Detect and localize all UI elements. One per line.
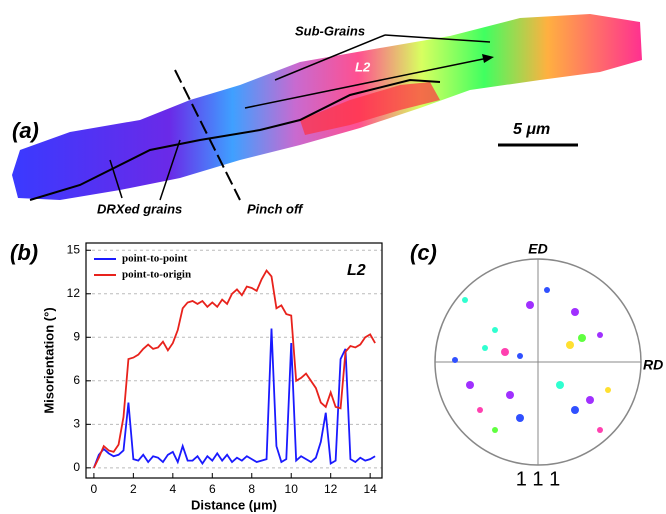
series-line xyxy=(93,268,376,469)
grain-boundary xyxy=(29,78,441,201)
drx-arrow xyxy=(109,159,123,199)
pole-points xyxy=(452,287,611,433)
pole-figure xyxy=(434,258,642,466)
sub-grain-arrow xyxy=(384,34,491,43)
grain-map xyxy=(12,14,642,201)
x-tick-label: 0 xyxy=(91,482,98,496)
l2-line xyxy=(244,57,489,109)
grain-region xyxy=(300,82,440,135)
y-tick-label: 3 xyxy=(73,416,80,430)
y-tick-label: 12 xyxy=(67,286,81,300)
y-tick-label: 6 xyxy=(73,373,80,387)
panel-label: (b) xyxy=(10,240,38,265)
y-tick-label: 9 xyxy=(73,329,80,343)
annotation: Sub-Grains xyxy=(295,23,365,38)
drx-arrow xyxy=(159,139,181,201)
y-tick-label: 0 xyxy=(73,460,80,474)
series-line xyxy=(93,328,376,469)
panel-label: (c) xyxy=(410,240,437,265)
annotation: DRXed grains xyxy=(97,201,182,216)
pinch-line xyxy=(174,69,241,201)
panel-label: (a) xyxy=(12,118,39,143)
annotation: L2 xyxy=(355,59,371,74)
legend-label: point-to-origin xyxy=(122,269,191,281)
legend-label: point-to-point xyxy=(122,253,188,265)
x-tick-label: 14 xyxy=(363,482,377,496)
x-tick-label: 6 xyxy=(209,482,216,496)
y-axis-label: Misorientation (°) xyxy=(41,307,56,413)
scale-label: 5 μm xyxy=(513,121,550,138)
sub-grain-arrow xyxy=(274,34,386,81)
annotation: L2 xyxy=(347,262,366,279)
x-tick-label: 4 xyxy=(169,482,176,496)
axis-label: RD xyxy=(643,357,663,373)
x-tick-label: 10 xyxy=(285,482,299,496)
line-chart: 0 3 6 9 12 15 0 2 4 6 8 10 12 14 point-to-point point-t… xyxy=(41,242,383,512)
x-axis-label: Distance (μm) xyxy=(191,497,277,512)
x-tick-label: 2 xyxy=(130,482,137,496)
x-tick-label: 12 xyxy=(324,482,338,496)
axis-label: ED xyxy=(528,241,547,257)
annotation: Pinch off xyxy=(247,201,304,216)
plot-frame xyxy=(85,242,383,479)
plane-label: 1 1 1 xyxy=(516,468,560,490)
y-tick-label: 15 xyxy=(67,242,81,256)
x-tick-label: 8 xyxy=(248,482,255,496)
arrow-head xyxy=(482,54,494,63)
